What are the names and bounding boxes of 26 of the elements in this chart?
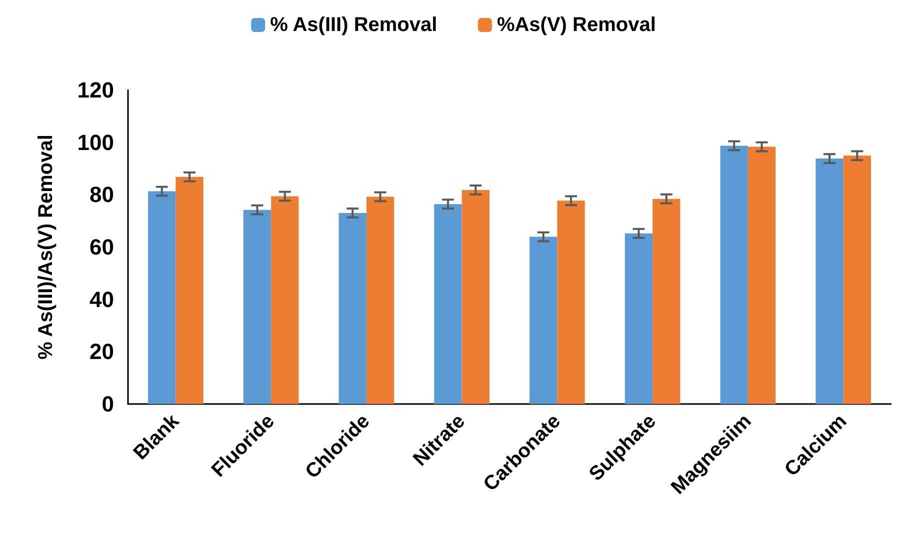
bar bbox=[652, 198, 680, 404]
bar bbox=[843, 156, 871, 404]
y-axis-title: % As(III)/As(V) Removal bbox=[35, 134, 57, 360]
y-tick-label: 80 bbox=[90, 182, 114, 208]
bar bbox=[366, 196, 394, 404]
bar bbox=[720, 146, 748, 404]
bar bbox=[176, 176, 204, 404]
bar bbox=[557, 200, 585, 404]
bar bbox=[243, 210, 272, 404]
y-tick-label: 20 bbox=[90, 339, 114, 364]
bar bbox=[748, 146, 776, 404]
y-tick-label: 60 bbox=[90, 234, 114, 260]
y-tick-label: 100 bbox=[77, 130, 114, 155]
bar bbox=[462, 190, 490, 404]
y-tick-label: 120 bbox=[77, 78, 114, 102]
bar bbox=[271, 196, 299, 404]
legend-label: % As(III) Removal bbox=[270, 14, 438, 36]
bar bbox=[338, 212, 366, 404]
bar bbox=[530, 236, 558, 404]
bar bbox=[624, 233, 653, 404]
y-tick-label: 40 bbox=[90, 286, 114, 312]
y-tick-label: 0 bbox=[102, 392, 114, 416]
legend-label: %As(V) Removal bbox=[496, 14, 656, 36]
bar bbox=[816, 158, 844, 404]
bar bbox=[148, 191, 176, 404]
bar bbox=[434, 204, 462, 404]
